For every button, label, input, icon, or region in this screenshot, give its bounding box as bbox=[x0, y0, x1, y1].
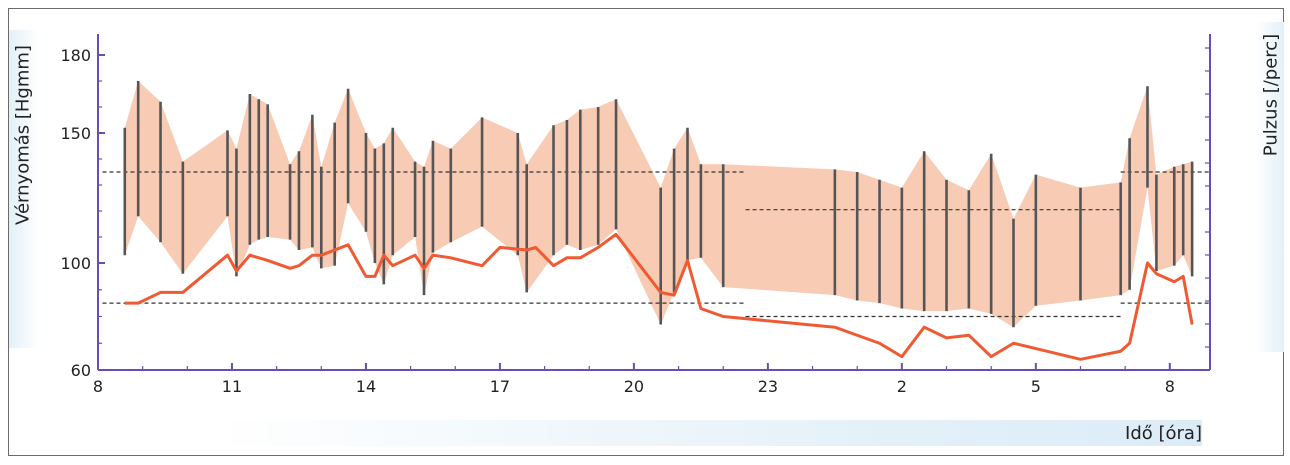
y-tick-label: 60 bbox=[71, 361, 91, 380]
x-tick-label: 11 bbox=[222, 377, 242, 396]
x-axis-label: Idő [óra] bbox=[1125, 423, 1202, 444]
x-tick-label: 5 bbox=[1031, 377, 1041, 396]
y-tick-label: 100 bbox=[60, 254, 91, 273]
y-tick-label: 150 bbox=[60, 124, 91, 143]
x-tick-label: 2 bbox=[897, 377, 907, 396]
x-tick-label: 20 bbox=[624, 377, 644, 396]
right-label-band bbox=[1256, 22, 1284, 352]
x-tick-label: 17 bbox=[490, 377, 510, 396]
x-tick-label: 14 bbox=[356, 377, 376, 396]
pulse-line bbox=[124, 232, 1194, 361]
left-label-band bbox=[9, 30, 39, 348]
y-tick-label: 180 bbox=[60, 46, 91, 65]
x-label-band bbox=[210, 420, 1202, 446]
x-tick-label: 8 bbox=[1165, 377, 1175, 396]
x-tick-label: 23 bbox=[758, 377, 778, 396]
x-tick-label: 8 bbox=[93, 377, 103, 396]
